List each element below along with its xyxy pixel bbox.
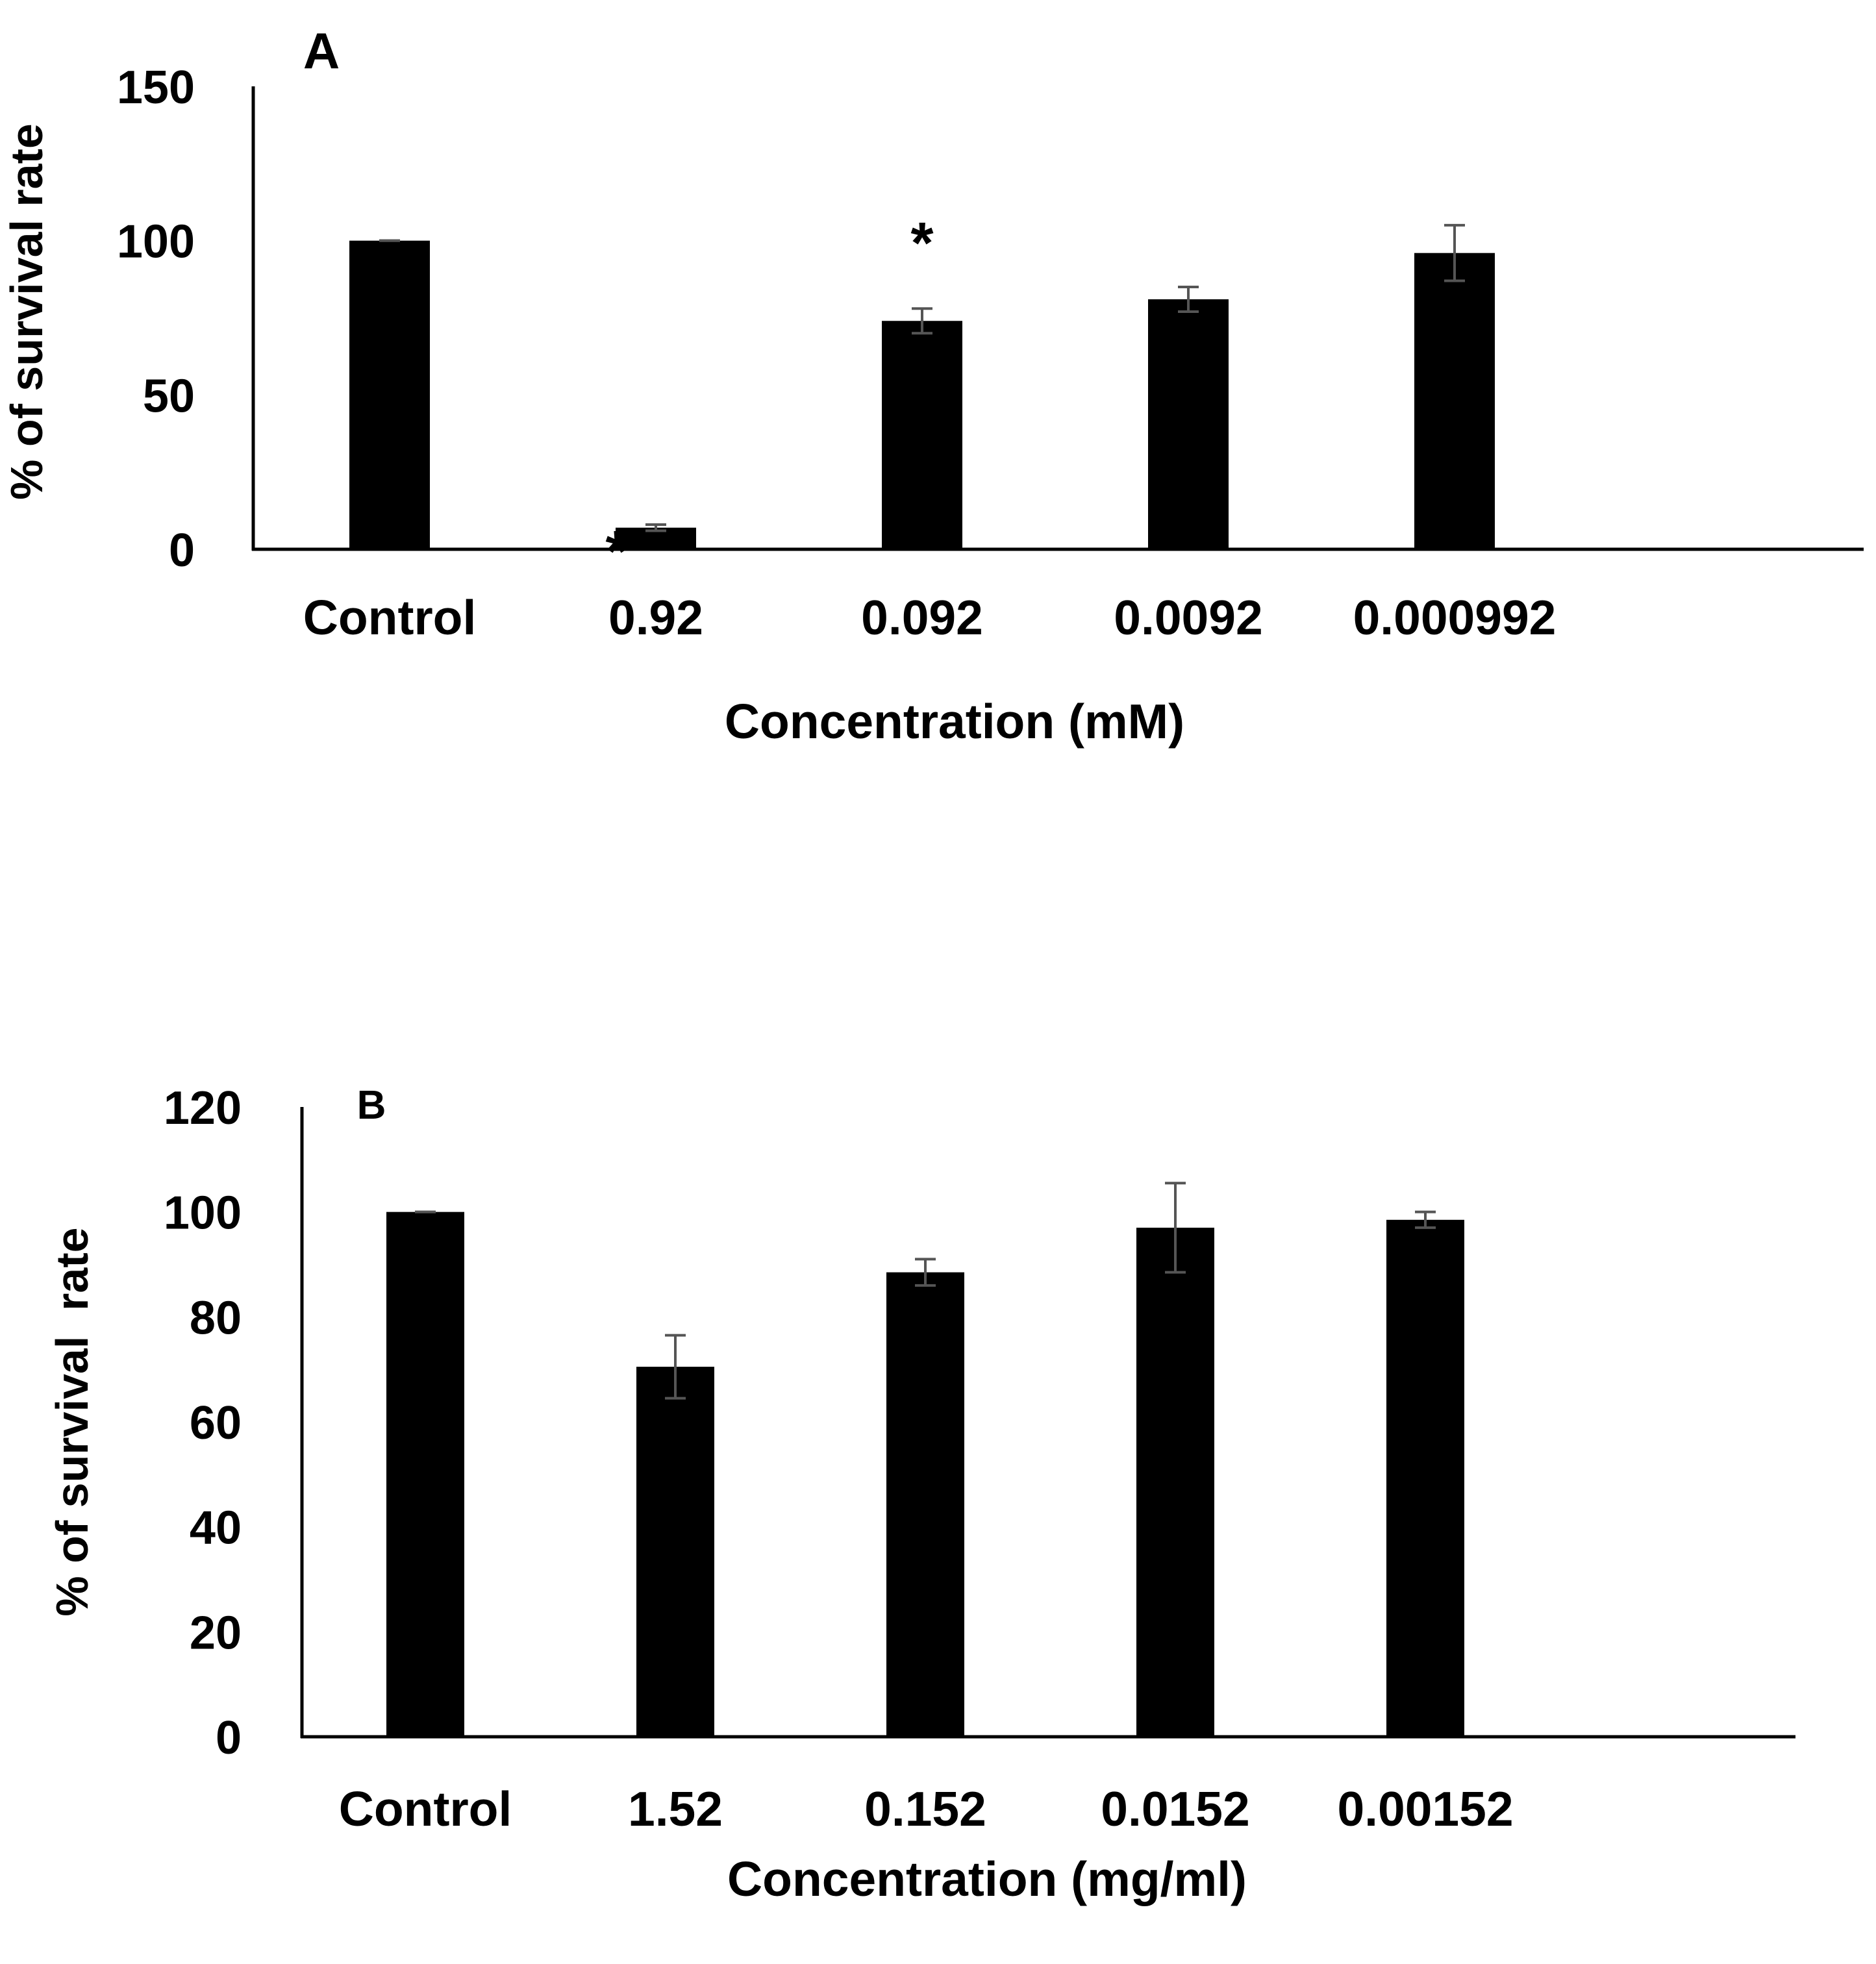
y-tick-label: 80 xyxy=(190,1292,242,1344)
bar xyxy=(349,240,430,549)
significance-marker: * xyxy=(605,519,628,584)
bar xyxy=(1386,1219,1464,1737)
error-bar xyxy=(645,523,666,532)
panel-label: B xyxy=(357,1083,386,1128)
error-bar xyxy=(1444,223,1465,282)
chart-a: 0 50 100 150 Control 0.92 * 0.092 * 0.0092 0.00099… xyxy=(1,22,1864,749)
x-tick-label: 0.00152 xyxy=(1337,1782,1513,1836)
significance-marker: * xyxy=(910,211,933,276)
bar xyxy=(886,1272,964,1737)
error-bar xyxy=(665,1334,686,1400)
x-tick-label: 0.000992 xyxy=(1353,590,1557,645)
y-tick-label: 120 xyxy=(164,1082,242,1134)
y-tick-label: 0 xyxy=(216,1712,242,1764)
error-bar xyxy=(1178,285,1199,313)
x-tick-label: Control xyxy=(339,1782,512,1836)
bar xyxy=(1148,299,1229,549)
x-axis-title: Concentration (mM) xyxy=(725,694,1184,749)
x-tick-label: 0.0152 xyxy=(1101,1782,1249,1836)
y-tick-label: 20 xyxy=(190,1607,242,1659)
bar xyxy=(1136,1227,1214,1737)
x-tick-label: 0.152 xyxy=(864,1782,986,1836)
x-tick-label: 0.92 xyxy=(608,590,703,645)
x-tick-label: 0.092 xyxy=(861,590,983,645)
error-bar xyxy=(912,307,932,335)
y-tick-label: 60 xyxy=(190,1397,242,1449)
x-tick-label: 1.52 xyxy=(628,1782,723,1836)
x-tick-label: 0.0092 xyxy=(1114,590,1262,645)
error-bar xyxy=(1165,1182,1186,1274)
y-tick-label: 0 xyxy=(169,525,195,577)
y-tick-label: 50 xyxy=(143,370,195,422)
bar xyxy=(636,1367,714,1737)
bar xyxy=(882,321,962,549)
y-tick-label: 100 xyxy=(164,1187,242,1239)
error-bar xyxy=(1415,1210,1436,1229)
panel-label: A xyxy=(303,22,340,79)
y-axis-title: % of survival rate xyxy=(47,1227,97,1616)
x-tick-label: Control xyxy=(303,590,477,645)
x-axis-title: Concentration (mg/ml) xyxy=(727,1852,1247,1906)
y-tick-label: 150 xyxy=(117,62,195,114)
y-axis-title: % of survival rate xyxy=(1,123,52,500)
error-bar xyxy=(915,1258,936,1287)
chart-b: 0 20 40 60 80 100 120 Control 1.52 0.152 0.0152 0.0… xyxy=(47,1082,1795,1906)
y-tick-label: 40 xyxy=(190,1502,242,1554)
bar xyxy=(386,1212,464,1737)
y-tick-label: 100 xyxy=(117,216,195,268)
bar xyxy=(1414,253,1495,549)
